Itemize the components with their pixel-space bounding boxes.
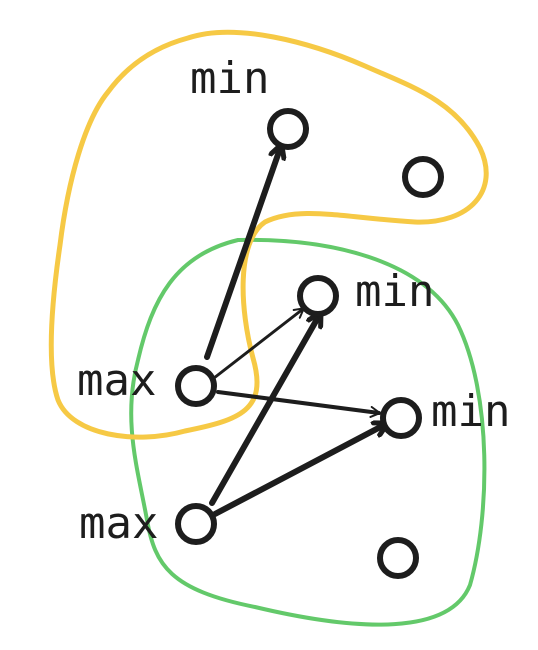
node-unlabeled-top-right [402, 156, 444, 198]
node-unlabeled-bottom-right [377, 537, 419, 579]
edge-max-lower-to-min-mid [209, 314, 320, 506]
node-min-top [267, 108, 309, 150]
label-min-top: min [190, 53, 269, 104]
label-max-upper: max [77, 355, 156, 406]
label-min-right: min [431, 386, 510, 437]
label-max-lower: max [79, 498, 158, 549]
edge-max-upper-to-min-mid [212, 307, 305, 380]
node-max-lower [175, 503, 217, 545]
node-min-mid [297, 275, 339, 317]
edge-max-lower-to-min-right [212, 424, 386, 517]
yellow-region [48, 29, 489, 440]
label-min-mid: min [355, 266, 434, 317]
edge-max-upper-to-min-right [216, 390, 381, 418]
green-region [129, 237, 487, 627]
node-min-right [380, 397, 422, 439]
edge-max-upper-to-min-top [204, 146, 281, 360]
node-max-upper [175, 365, 217, 407]
